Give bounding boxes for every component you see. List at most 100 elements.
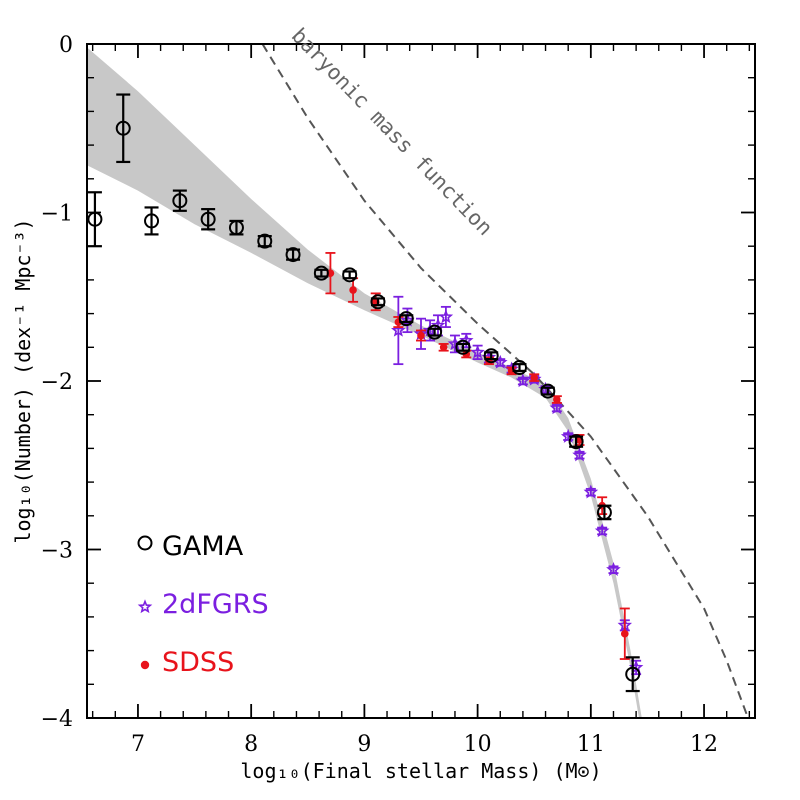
y-tick-label: −1 (41, 202, 73, 227)
sdss-marker (349, 286, 357, 294)
gama-marker (596, 504, 612, 520)
2dfgrs-marker (606, 561, 621, 576)
2dfgrs-marker (560, 428, 576, 443)
legend-2dfgrs-marker (137, 599, 153, 614)
legend-item-2dfgrs: 2dFGRS (137, 589, 269, 620)
sdss-point (551, 395, 562, 404)
gama-marker (483, 348, 499, 364)
gama-marker (540, 383, 556, 399)
legend-label: GAMA (162, 531, 244, 562)
gama-marker (370, 294, 386, 310)
gama-point (455, 339, 471, 355)
gama-point (370, 294, 386, 310)
2dfgrs-point (470, 344, 485, 360)
gama-marker (625, 666, 641, 682)
gama-marker (257, 233, 273, 249)
gama-point (144, 206, 160, 236)
model-band-layer (87, 47, 642, 718)
gama-point (228, 219, 244, 236)
x-tick-label: 9 (357, 732, 371, 757)
2dfgrs-marker (438, 309, 454, 324)
gama-marker (172, 193, 188, 209)
2dfgrs-marker (572, 447, 587, 462)
2dfgrs-point (391, 295, 406, 366)
x-tick-label: 8 (244, 732, 258, 757)
gama-point (625, 656, 641, 693)
gama-point (313, 265, 329, 281)
2dfgrs-point (549, 400, 565, 415)
2dfgrs-marker (470, 344, 485, 359)
gama-point (87, 191, 103, 248)
x-tick-label: 11 (577, 732, 605, 757)
gama-marker (285, 247, 301, 263)
series-2dfgrs (391, 295, 644, 676)
y-tick-label: 0 (59, 33, 73, 58)
gama-marker (398, 311, 414, 327)
gama-marker (115, 120, 131, 136)
legend-label: 2dFGRS (162, 589, 269, 620)
gama-point (342, 267, 358, 283)
2dfgrs-point (560, 428, 576, 443)
x-tick-label: 12 (690, 732, 718, 757)
gama-marker (228, 220, 244, 236)
sdss-point (619, 607, 630, 660)
2dfgrs-marker (515, 373, 531, 388)
gama-point (596, 504, 612, 521)
gama-marker (144, 213, 160, 229)
sdss-marker (553, 395, 561, 404)
gama-point (285, 247, 301, 263)
sdss-point (529, 373, 540, 382)
gama-marker (455, 339, 471, 355)
legend-item-gama: GAMA (137, 531, 244, 562)
y-tick-label: −2 (41, 370, 73, 395)
gama-point (568, 434, 584, 450)
gama-point (172, 189, 188, 212)
legend-item-sdss: SDSS (140, 647, 234, 678)
2dfgrs-point (438, 305, 454, 328)
gama-point (483, 348, 499, 364)
2dfgrs-marker (549, 400, 565, 415)
gama-point (540, 383, 556, 399)
axes-frame-layer (86, 43, 756, 719)
y-tick-label: −3 (41, 539, 73, 564)
gama-point (398, 311, 414, 327)
gama-point (115, 93, 131, 164)
model-band (87, 47, 642, 718)
legend-sdss-marker (140, 660, 150, 670)
y-axis-title: log₁₀(Number) (dex⁻¹ Mpc⁻³) (11, 218, 35, 543)
data-points-layer (87, 93, 644, 693)
2dfgrs-marker (391, 322, 406, 337)
2dfgrs-point (572, 447, 587, 462)
gama-marker (313, 265, 329, 281)
2dfgrs-point (583, 484, 599, 499)
gama-marker (427, 324, 443, 340)
baryonic-annotation: baryonic mass function (287, 23, 497, 240)
sdss-marker (439, 343, 448, 352)
2dfgrs-point (515, 373, 531, 388)
baryonic-curve-layer (261, 44, 750, 718)
y-tick-label: −4 (41, 707, 73, 732)
2dfgrs-point (594, 523, 610, 538)
gama-marker (512, 360, 528, 376)
gama-point (512, 360, 528, 376)
gama-marker (200, 211, 216, 227)
legend-label: SDSS (162, 647, 234, 678)
gama-marker (342, 267, 358, 283)
legend-gama-marker (137, 535, 153, 551)
x-axis-title: log₁₀(Final stellar Mass) (M⊙) (240, 759, 601, 783)
2dfgrs-marker (594, 523, 610, 538)
gama-marker (568, 434, 584, 450)
legend: GAMA 2dFGRS SDSS (137, 531, 269, 678)
x-tick-label: 10 (464, 732, 492, 757)
sdss-point (393, 316, 404, 328)
series-gama (87, 93, 641, 693)
2dfgrs-marker (583, 484, 599, 499)
baryonic-mass-function-curve (261, 44, 750, 718)
x-tick-label: 7 (131, 732, 145, 757)
gama-point (200, 208, 216, 231)
series-sdss (325, 252, 630, 660)
sdss-marker (530, 373, 539, 382)
gama-point (427, 324, 443, 340)
gama-point (257, 233, 273, 249)
